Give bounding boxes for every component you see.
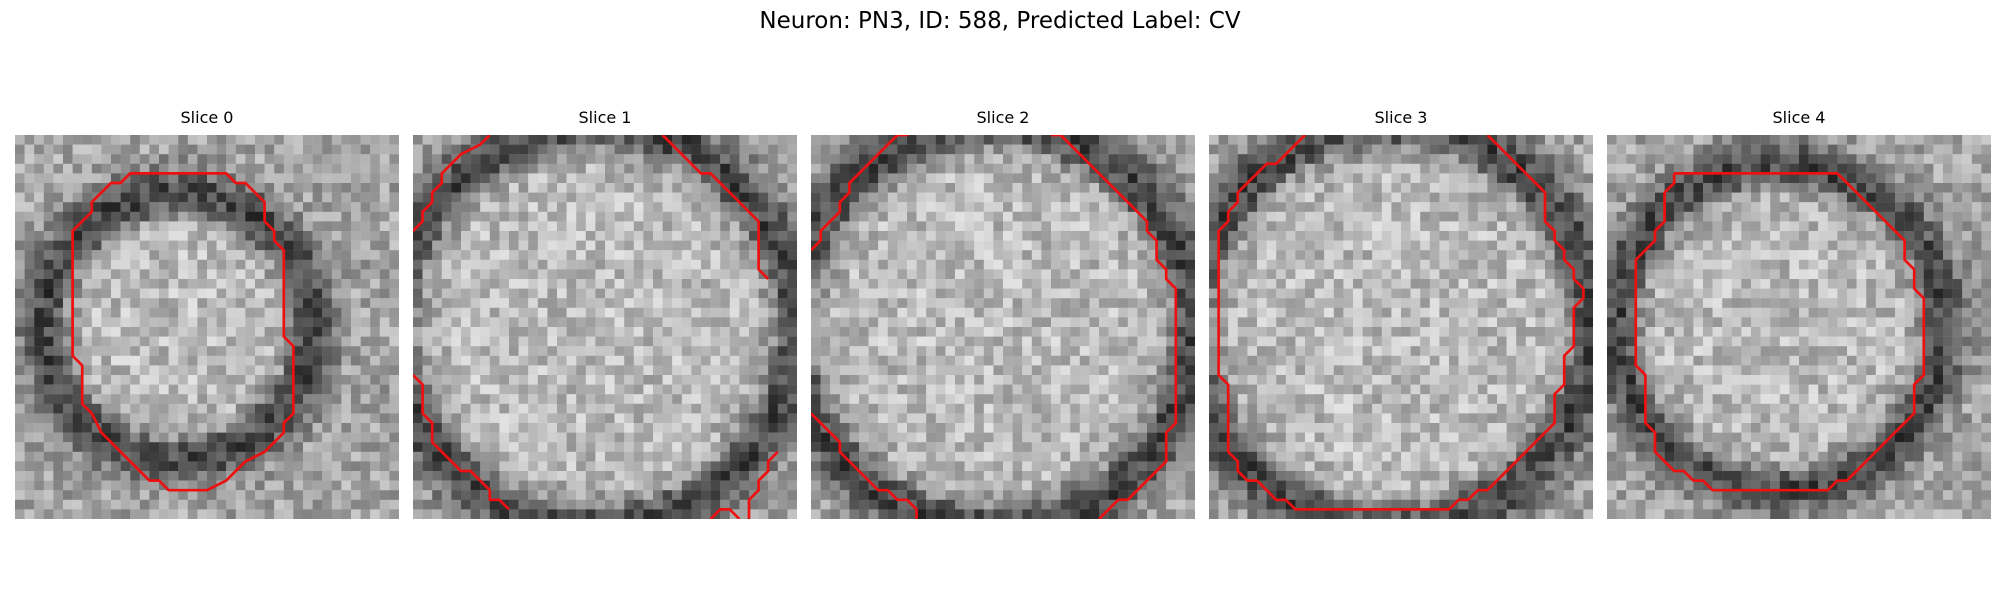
segmentation-contour (1634, 172, 1926, 492)
segmentation-contour (71, 172, 295, 492)
segmentation-contour (709, 508, 741, 519)
slice-image-1 (413, 135, 797, 519)
segmentation-contour (811, 135, 909, 252)
slice-image-2 (811, 135, 1195, 519)
segmentation-contour (413, 135, 491, 232)
slice-image-0 (15, 135, 399, 519)
slice-image-3 (1209, 135, 1593, 519)
segmentation-contour (747, 450, 779, 519)
segmentation-contour (1051, 135, 1178, 519)
segmentation-contour (661, 135, 770, 280)
figure-title: Neuron: PN3, ID: 588, Predicted Label: C… (759, 8, 1241, 34)
slice-title: Slice 1 (578, 108, 632, 127)
slice-title: Slice 3 (1374, 108, 1428, 127)
segmentation-contour (413, 374, 510, 511)
segmentation-contour (811, 412, 918, 519)
slice-image-4 (1607, 135, 1991, 519)
slice-title: Slice 4 (1772, 108, 1826, 127)
segmentation-contour (1217, 135, 1585, 511)
slice-title: Slice 0 (180, 108, 234, 127)
slice-title: Slice 2 (976, 108, 1030, 127)
